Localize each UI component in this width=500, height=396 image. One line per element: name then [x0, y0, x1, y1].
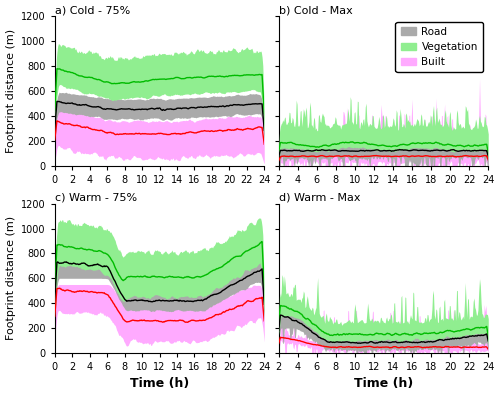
X-axis label: Time (h): Time (h)	[354, 377, 413, 390]
Text: b) Cold - Max: b) Cold - Max	[279, 6, 352, 15]
Text: c) Warm - 75%: c) Warm - 75%	[55, 193, 137, 203]
Y-axis label: Footprint distance (m): Footprint distance (m)	[6, 216, 16, 340]
Text: a) Cold - 75%: a) Cold - 75%	[55, 6, 130, 15]
Text: d) Warm - Max: d) Warm - Max	[279, 193, 360, 203]
Y-axis label: Footprint distance (m): Footprint distance (m)	[6, 29, 16, 153]
X-axis label: Time (h): Time (h)	[130, 377, 189, 390]
Legend: Road, Vegetation, Built: Road, Vegetation, Built	[396, 21, 483, 72]
